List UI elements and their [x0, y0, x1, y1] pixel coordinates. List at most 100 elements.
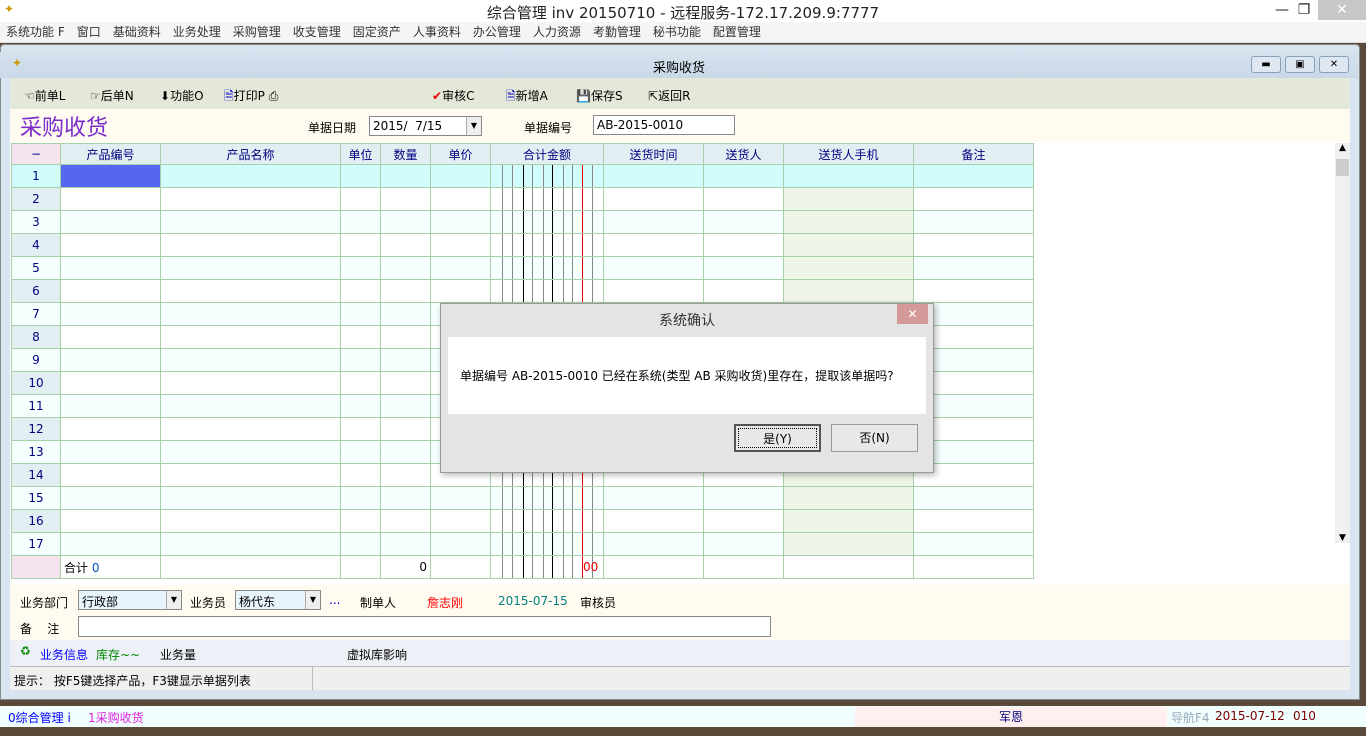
- dept-select[interactable]: 行政部 ▼: [78, 590, 182, 610]
- grid-cell[interactable]: [380, 532, 431, 556]
- scroll-thumb[interactable]: [1336, 159, 1349, 176]
- menu-item[interactable]: 采购管理: [232, 25, 281, 39]
- grid-cell[interactable]: [160, 302, 341, 326]
- menu-item[interactable]: 秘书功能: [652, 25, 701, 39]
- grid-cell[interactable]: [913, 256, 1034, 280]
- grid-cell[interactable]: [380, 509, 431, 533]
- grid-cell[interactable]: [60, 256, 161, 280]
- prev-button[interactable]: ☜前单L: [24, 89, 66, 103]
- grid-cell[interactable]: [340, 233, 381, 257]
- row-number[interactable]: 14: [11, 463, 61, 487]
- menu-item[interactable]: 窗口: [76, 25, 101, 39]
- stock-link[interactable]: 库存~~: [96, 648, 141, 662]
- row-number[interactable]: 1: [11, 164, 61, 188]
- grid-cell[interactable]: [913, 187, 1034, 211]
- grid-cell[interactable]: [380, 394, 431, 418]
- grid-cell[interactable]: [60, 440, 161, 464]
- grid-cell[interactable]: [160, 394, 341, 418]
- grid-cell[interactable]: [703, 486, 784, 510]
- grid-cell[interactable]: [340, 394, 381, 418]
- grid-cell[interactable]: [703, 279, 784, 303]
- next-button[interactable]: ☞后单N: [90, 89, 134, 103]
- menu-item[interactable]: 办公管理: [472, 25, 521, 39]
- row-number[interactable]: 11: [11, 394, 61, 418]
- row-number[interactable]: 16: [11, 509, 61, 533]
- child-minimize-button[interactable]: ▬: [1251, 56, 1281, 73]
- grid-cell[interactable]: [430, 256, 491, 280]
- grid-cell[interactable]: [160, 187, 341, 211]
- grid-cell[interactable]: [490, 256, 604, 280]
- menu-item[interactable]: 固定资产: [352, 25, 401, 39]
- grid-cell[interactable]: [430, 187, 491, 211]
- column-header[interactable]: 送货人: [703, 143, 784, 165]
- grid-cell[interactable]: [60, 371, 161, 395]
- grid-cell[interactable]: [380, 302, 431, 326]
- grid-cell[interactable]: [783, 256, 914, 280]
- date-picker[interactable]: 2015/ 7/15 ▼: [369, 116, 482, 136]
- menu-item[interactable]: 业务处理: [172, 25, 221, 39]
- menu-item[interactable]: 配置管理: [712, 25, 761, 39]
- restore-button[interactable]: ❐: [1297, 2, 1311, 18]
- grid-cell[interactable]: [160, 532, 341, 556]
- grid-cell[interactable]: [783, 187, 914, 211]
- grid-cell[interactable]: [490, 486, 604, 510]
- grid-cell[interactable]: [913, 532, 1034, 556]
- grid-cell[interactable]: [430, 532, 491, 556]
- grid-cell[interactable]: [340, 279, 381, 303]
- grid-cell[interactable]: [160, 371, 341, 395]
- menu-item[interactable]: 人事资料: [412, 25, 461, 39]
- grid-cell[interactable]: [340, 486, 381, 510]
- grid-cell[interactable]: [380, 279, 431, 303]
- function-button[interactable]: ⬇功能O: [160, 89, 204, 103]
- menu-item[interactable]: 考勤管理: [592, 25, 641, 39]
- grid-cell[interactable]: [490, 210, 604, 234]
- grid-cell[interactable]: [380, 463, 431, 487]
- row-number[interactable]: 6: [11, 279, 61, 303]
- row-number[interactable]: 2: [11, 187, 61, 211]
- dialog-close-button[interactable]: ✕: [897, 304, 928, 324]
- column-header[interactable]: 合计金额: [490, 143, 604, 165]
- grid-cell[interactable]: [60, 302, 161, 326]
- grid-cell[interactable]: [60, 486, 161, 510]
- grid-cell[interactable]: [380, 348, 431, 372]
- grid-cell[interactable]: [783, 233, 914, 257]
- grid-cell[interactable]: [913, 233, 1034, 257]
- save-button[interactable]: 💾保存S: [576, 89, 623, 103]
- grid-cell[interactable]: [160, 256, 341, 280]
- row-number[interactable]: 13: [11, 440, 61, 464]
- grid-cell[interactable]: [380, 187, 431, 211]
- grid-cell[interactable]: [340, 532, 381, 556]
- grid-corner[interactable]: −: [11, 143, 61, 165]
- grid-cell[interactable]: [160, 486, 341, 510]
- grid-cell[interactable]: [490, 279, 604, 303]
- grid-cell[interactable]: [430, 164, 491, 188]
- grid-cell[interactable]: [160, 417, 341, 441]
- grid-cell[interactable]: [703, 164, 784, 188]
- grid-cell[interactable]: [490, 187, 604, 211]
- grid-cell[interactable]: [380, 164, 431, 188]
- grid-cell[interactable]: [913, 210, 1034, 234]
- scroll-down-icon[interactable]: ▼: [1339, 533, 1346, 543]
- audit-button[interactable]: ✔审核C: [432, 89, 475, 103]
- grid-cell[interactable]: [490, 509, 604, 533]
- grid-cell[interactable]: [160, 164, 341, 188]
- biz-info-link[interactable]: 业务信息: [40, 648, 89, 662]
- chevron-down-icon[interactable]: ▼: [305, 591, 320, 609]
- grid-cell[interactable]: [60, 325, 161, 349]
- grid-cell[interactable]: [380, 256, 431, 280]
- menu-item[interactable]: 基础资料: [112, 25, 161, 39]
- row-number[interactable]: 9: [11, 348, 61, 372]
- grid-cell[interactable]: [340, 302, 381, 326]
- row-number[interactable]: 12: [11, 417, 61, 441]
- column-header[interactable]: 送货时间: [603, 143, 704, 165]
- minimize-button[interactable]: —: [1275, 2, 1289, 18]
- column-header[interactable]: 产品名称: [160, 143, 341, 165]
- grid-cell[interactable]: [60, 164, 161, 188]
- grid-cell[interactable]: [603, 256, 704, 280]
- grid-cell[interactable]: [60, 532, 161, 556]
- grid-cell[interactable]: [160, 210, 341, 234]
- grid-cell[interactable]: [340, 348, 381, 372]
- grid-cell[interactable]: [603, 279, 704, 303]
- grid-cell[interactable]: [913, 509, 1034, 533]
- grid-cell[interactable]: [380, 325, 431, 349]
